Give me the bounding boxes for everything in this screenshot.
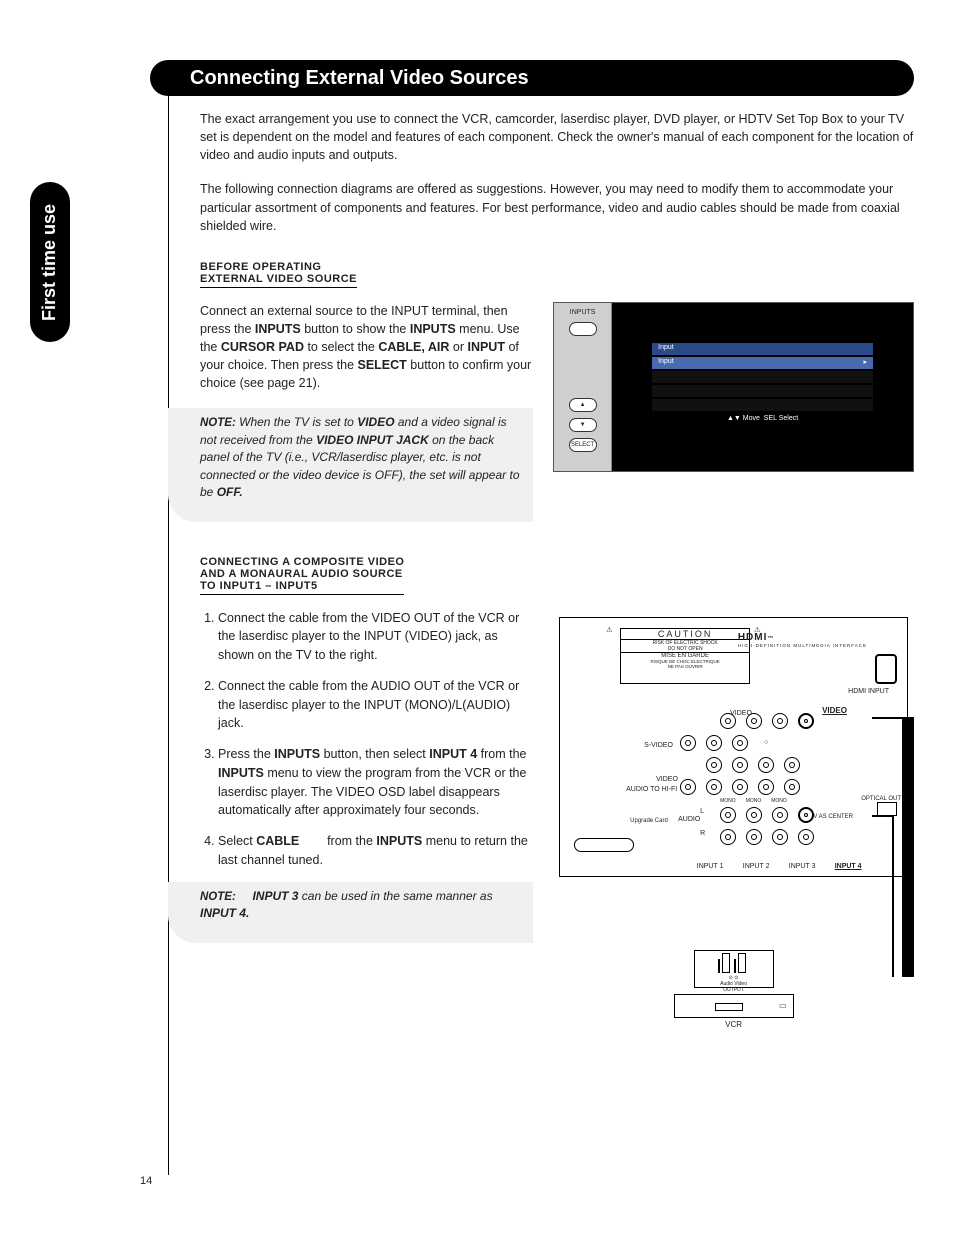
video-cable-h: [872, 717, 902, 719]
note-1: NOTE: When the TV is set to VIDEO and a …: [168, 408, 533, 521]
intro-para-1: The exact arrangement you use to connect…: [200, 110, 914, 164]
note-label: NOTE:: [200, 417, 236, 429]
inputs-menu-diagram: INPUTS ▲ ▼ SELECT Input Input▸: [553, 302, 914, 472]
content: The exact arrangement you use to connect…: [200, 110, 914, 1039]
row-2: Connect the cable from the VIDEO OUT of …: [200, 609, 914, 1039]
optical-label: OPTICAL OUT: [861, 796, 901, 802]
hdmi-input-label: HDMI INPUT: [848, 688, 889, 695]
vcr-video-out-jack: [738, 953, 746, 973]
input-column-labels: INPUT 1 INPUT 2 INPUT 3 INPUT 4: [692, 863, 866, 870]
audio-cable: [892, 815, 894, 977]
remote-pane: INPUTS ▲ ▼ SELECT: [554, 303, 612, 471]
jack-grid: ○ MONOMON: [680, 710, 814, 848]
note-label-2: NOTE:: [200, 891, 236, 903]
page-title-bar: Connecting External Video Sources: [150, 60, 914, 96]
page-title: Connecting External Video Sources: [190, 67, 529, 90]
jack-row-r: [680, 826, 814, 848]
step-3: Press the INPUTS button, then select INP…: [218, 745, 533, 820]
margin-rule: [168, 60, 169, 1175]
page-number: 14: [140, 1175, 152, 1187]
hdmi-socket: [875, 654, 897, 684]
jack-row-l: [680, 804, 814, 826]
menu-row-3: [652, 371, 873, 383]
hdmi-logo: HDMI™ HIGH-DEFINITION MULTIMEDIA INTERFA…: [738, 632, 867, 648]
jack-row-video: [680, 710, 814, 732]
caution-box: CAUTION RISK OF ELECTRIC SHOCK DO NOT OP…: [620, 628, 750, 684]
step-4: Select CABLE from the INPUTS menu to ret…: [218, 832, 533, 870]
remote-down-button: ▼: [569, 418, 597, 432]
side-tab-label: First time use: [40, 203, 61, 320]
right-col-1: INPUTS ▲ ▼ SELECT Input Input▸: [553, 302, 914, 522]
svideo-label: S-VIDEO: [644, 742, 673, 749]
heading2-line-3: TO INPUT1 – INPUT5: [200, 580, 318, 592]
section-heading-1: BEFORE OPERATING EXTERNAL VIDEO SOURCE: [200, 261, 357, 288]
menu-row-2: Input▸: [652, 357, 873, 369]
heading-line-2: EXTERNAL VIDEO SOURCE: [200, 273, 357, 285]
remote-inputs-button: [569, 322, 597, 336]
tv-back-panel: CAUTION RISK OF ELECTRIC SHOCK DO NOT OP…: [559, 617, 908, 877]
inputs-remote-label: INPUTS: [570, 309, 596, 316]
heading2-line-1: CONNECTING A COMPOSITE VIDEO: [200, 556, 404, 568]
menu-row-5: [652, 399, 873, 411]
steps-list: Connect the cable from the VIDEO OUT of …: [218, 609, 533, 870]
step-1: Connect the cable from the VIDEO OUT of …: [218, 609, 533, 665]
section-heading-2: CONNECTING A COMPOSITE VIDEO AND A MONAU…: [200, 556, 404, 595]
vcr-audio-out-jack: [722, 953, 730, 973]
optical-out: [877, 802, 897, 816]
row-1: Connect an external source to the INPUT …: [200, 302, 914, 522]
section1-body: Connect an external source to the INPUT …: [200, 302, 533, 393]
menu-footer: ▲▼ Move SEL Select: [652, 415, 873, 422]
caution-title: CAUTION: [621, 629, 749, 640]
left-col-2: Connect the cable from the VIDEO OUT of …: [200, 609, 533, 1039]
note-2-body: NOTE: INPUT 3 can be used in the same ma…: [200, 888, 521, 923]
menu-row-4: [652, 385, 873, 397]
video-bold-label: VIDEO: [822, 706, 847, 715]
heading-line-1: BEFORE OPERATING: [200, 261, 321, 273]
audio-cable-h: [872, 815, 894, 817]
vcr-label: VCR: [674, 1020, 794, 1029]
connection-diagram: CAUTION RISK OF ELECTRIC SHOCK DO NOT OP…: [553, 609, 914, 1039]
page: First time use Connecting External Video…: [0, 0, 954, 1235]
step-2: Connect the cable from the AUDIO OUT of …: [218, 677, 533, 733]
jack-row-svideo: ○: [680, 732, 814, 754]
video-cable: [902, 717, 914, 977]
remote-select-button: SELECT: [569, 438, 597, 452]
intro-para-2: The following connection diagrams are of…: [200, 180, 914, 234]
side-tab: First time use: [30, 182, 70, 342]
right-col-2: CAUTION RISK OF ELECTRIC SHOCK DO NOT OP…: [553, 609, 914, 1039]
upgrade-label: Upgrade Card: [630, 818, 668, 824]
video2-label: VIDEO: [656, 776, 678, 783]
left-col-1: Connect an external source to the INPUT …: [200, 302, 533, 522]
menu-row-1: Input: [652, 343, 873, 355]
tri-left-icon: ⚠: [606, 626, 612, 634]
input4-video-jack: [798, 713, 814, 729]
note-2: NOTE: INPUT 3 can be used in the same ma…: [168, 882, 533, 943]
note-1-body: NOTE: When the TV is set to VIDEO and a …: [200, 414, 521, 501]
vcr-tape-slot: [715, 1003, 743, 1011]
audio-hifi-label: AUDIO TO HI-FI: [626, 786, 677, 793]
vcr-body: ▭: [674, 994, 794, 1018]
tv-screen: Input Input▸ ▲▼ Move SEL Select: [612, 303, 913, 471]
input4-audio-l-jack: [798, 807, 814, 823]
jack-row-comp: [680, 754, 814, 776]
upgrade-slot: [574, 838, 634, 852]
tv-center-label: TV AS CENTER: [810, 814, 853, 820]
heading2-line-2: AND A MONAURAL AUDIO SOURCE: [200, 568, 403, 580]
jack-row-mono: [680, 776, 814, 798]
remote-up-button: ▲: [569, 398, 597, 412]
